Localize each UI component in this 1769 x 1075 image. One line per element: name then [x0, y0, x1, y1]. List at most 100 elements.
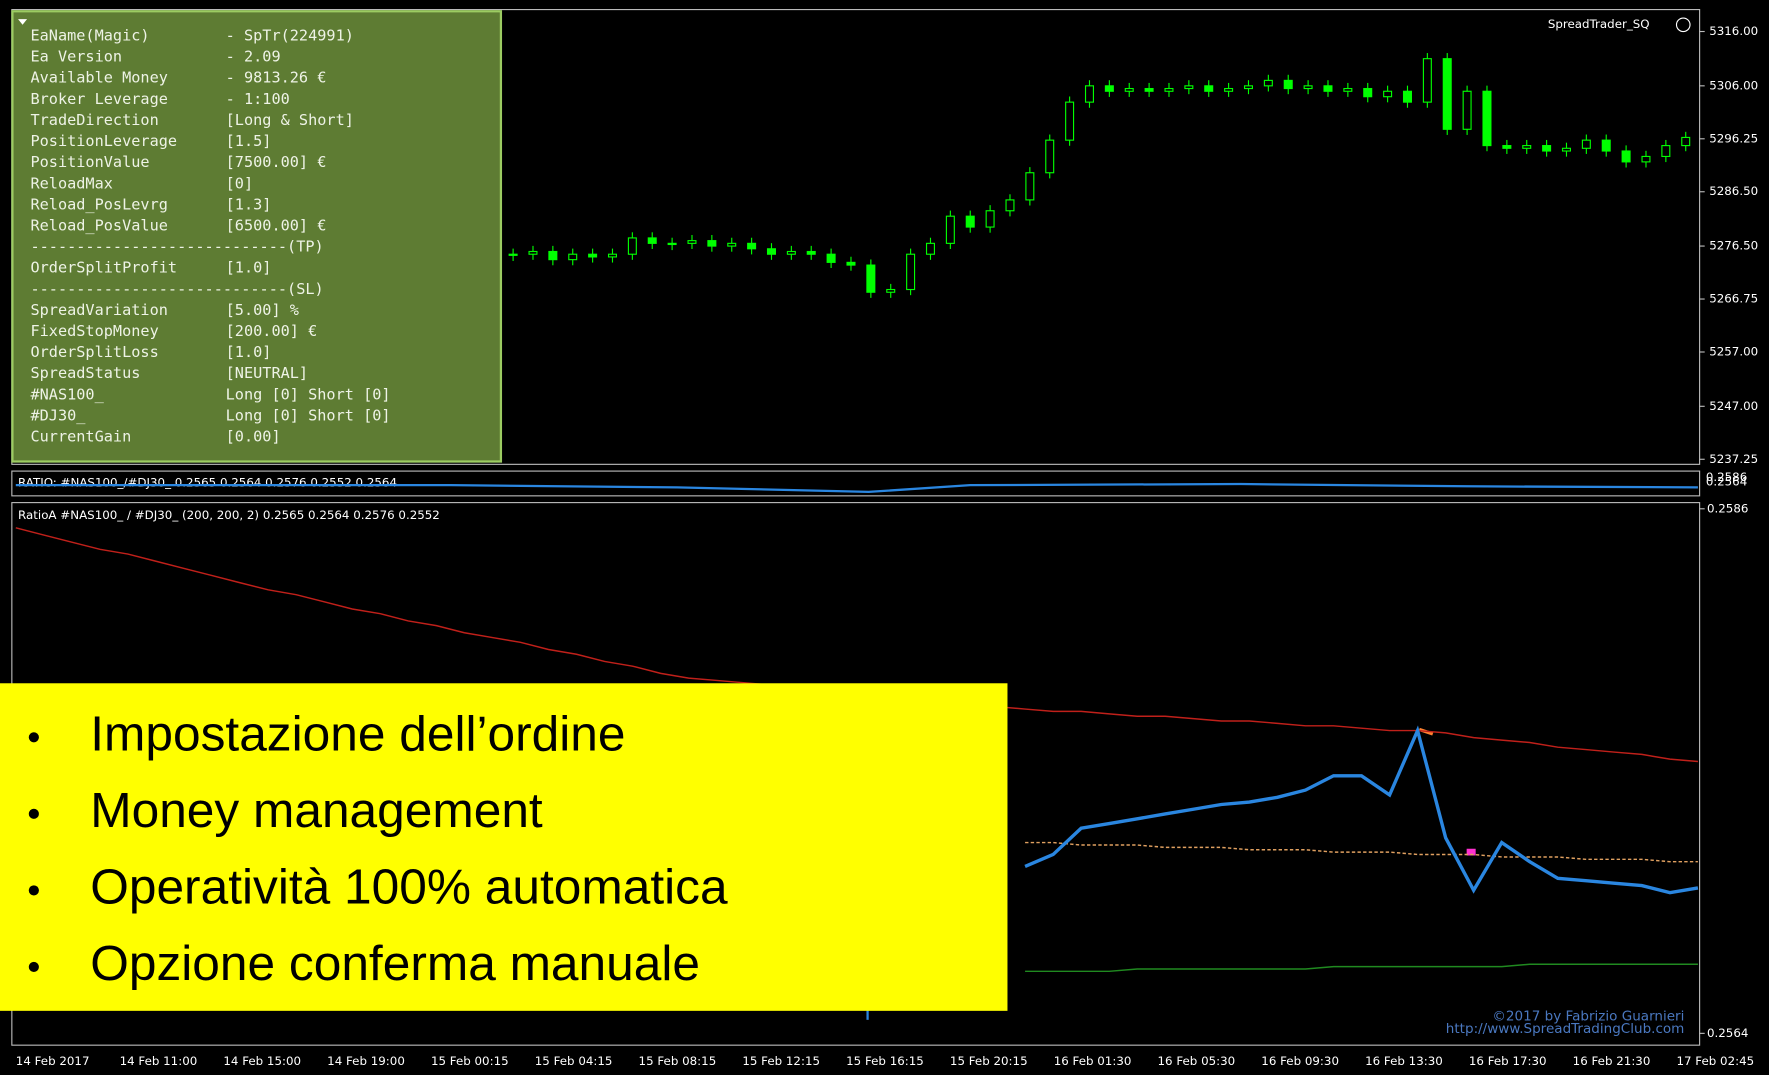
candle [846, 261, 856, 266]
candle [1502, 145, 1512, 149]
x-tick-label: 16 Feb 01:30 [1054, 1054, 1132, 1068]
candle [1343, 87, 1353, 92]
candle [1462, 90, 1472, 130]
bullet-text: Operatività 100% automatica [90, 859, 728, 915]
candle [925, 242, 935, 255]
info-label: SpreadVariation [30, 301, 167, 319]
candle [548, 250, 558, 261]
info-label: Ea Version [30, 48, 122, 66]
info-label: FixedStopMoney [30, 322, 158, 340]
x-tick-label: 15 Feb 16:15 [846, 1054, 924, 1068]
info-value: [1.3] [226, 195, 272, 213]
bullet [28, 961, 39, 973]
y-tick-label: 5276.50 [1709, 239, 1758, 253]
info-value: [NEUTRAL] [226, 364, 308, 382]
bullet [28, 808, 39, 819]
info-label: PositionLeverage [30, 132, 177, 150]
candle [1402, 90, 1412, 103]
info-label: Broker Leverage [30, 90, 167, 108]
y-tick-label: 0.2564 [1707, 1026, 1748, 1040]
ratio-strip [11, 470, 1701, 497]
bullet-text: Money management [90, 782, 543, 838]
info-value: [7500.00] € [226, 153, 327, 171]
x-tick-label: 14 Feb 2017 [16, 1054, 90, 1068]
info-label: #DJ30_ [30, 406, 86, 424]
candle [627, 237, 637, 255]
info-label: PositionValue [30, 153, 149, 171]
info-label: TradeDirection [30, 111, 158, 129]
ratio-line [1025, 963, 1698, 973]
bullet-text: Opzione conferma manuale [90, 935, 700, 991]
candle [1581, 139, 1591, 149]
info-label: Available Money [30, 69, 167, 87]
info-value: - 9813.26 € [226, 69, 327, 87]
copyright: ©2017 by Fabrizio Guarnieri [1492, 1008, 1684, 1024]
x-tick-label: 15 Feb 08:15 [639, 1054, 717, 1068]
candle [1243, 85, 1253, 90]
x-tick-label: 16 Feb 05:30 [1158, 1054, 1236, 1068]
x-tick-label: 15 Feb 20:15 [950, 1054, 1028, 1068]
info-label: SpreadStatus [30, 364, 140, 382]
y-tick-label: 5306.00 [1709, 78, 1758, 92]
candle [528, 250, 538, 255]
candle [1383, 90, 1393, 98]
info-value: Long [0] Short [0] [226, 406, 391, 424]
info-panel [11, 10, 503, 463]
overlay-box [0, 683, 1008, 1011]
candle [1542, 145, 1552, 152]
bullet-text: Impostazione dell’ordine [90, 705, 625, 761]
y-tick-label: 0.2586 [1707, 501, 1748, 515]
smiley [1675, 17, 1691, 33]
info-value: Long [0] Short [0] [226, 385, 391, 403]
candle [906, 253, 916, 291]
x-tick-label: 15 Feb 12:15 [742, 1054, 820, 1068]
ratio-line [1024, 725, 1699, 895]
bullet [28, 732, 39, 743]
candle [1363, 87, 1373, 98]
candle [1621, 150, 1631, 163]
info-label: OrderSplitLoss [30, 343, 158, 361]
info-value: [1.5] [226, 132, 272, 150]
info-value: [0.00] [226, 428, 281, 446]
strip-tick-label: 0.2586 [1706, 470, 1747, 484]
candle [1482, 90, 1492, 147]
x-tick-label: 15 Feb 00:15 [431, 1054, 509, 1068]
candle [1204, 85, 1214, 92]
x-tick-label: 16 Feb 21:30 [1573, 1054, 1651, 1068]
candle [667, 242, 677, 246]
candle [806, 250, 816, 255]
x-tick-label: 16 Feb 09:30 [1261, 1054, 1339, 1068]
candle [1661, 145, 1671, 158]
info-label: ReloadMax [30, 174, 112, 192]
candle [1442, 58, 1452, 130]
strip-line [15, 482, 1698, 494]
candle [1263, 79, 1273, 87]
candle [588, 253, 598, 258]
candle [707, 240, 717, 247]
info-label: Reload_PosLevrg [30, 195, 167, 213]
candle [687, 240, 697, 244]
copyright-url: http://www.SpreadTradingClub.com [1446, 1021, 1685, 1037]
candle [1323, 85, 1333, 92]
candle [1224, 87, 1234, 92]
expert-label: SpreadTrader_SQ [1548, 17, 1650, 31]
ratio-label: RatioA #NAS100_ / #DJ30_ (200, 200, 2) 0… [18, 508, 440, 522]
x-tick-label: 16 Feb 17:30 [1469, 1054, 1547, 1068]
x-tick-label: 17 Feb 02:45 [1676, 1054, 1754, 1068]
y-tick-label: 5286.50 [1709, 184, 1758, 198]
candle [647, 237, 657, 244]
candle [1124, 87, 1134, 92]
strip-label: RATIO: #NAS100_/#DJ30_ 0.2565 0.2564 0.2… [18, 475, 397, 489]
candle [1422, 58, 1432, 103]
y-tick-label: 5296.25 [1709, 131, 1758, 145]
candle [766, 248, 776, 255]
info-value: - 1:100 [226, 90, 290, 108]
x-tick-label: 15 Feb 04:15 [535, 1054, 613, 1068]
candle [1681, 136, 1691, 147]
candle [1303, 85, 1313, 90]
info-label: Reload_PosValue [30, 216, 167, 234]
x-tick-label: 14 Feb 19:00 [327, 1054, 405, 1068]
info-label: EaName(Magic) [30, 27, 149, 45]
